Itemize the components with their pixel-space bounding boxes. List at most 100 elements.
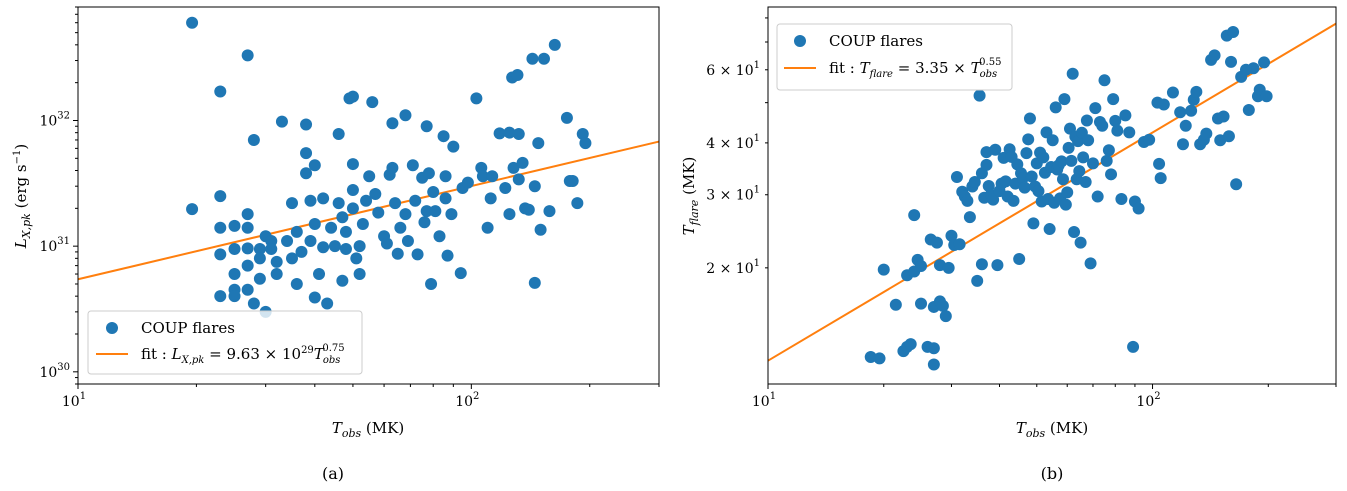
- chart-a-data-point: [228, 290, 241, 303]
- chart-b-data-point: [1049, 101, 1062, 114]
- chart-b-data-point: [973, 89, 986, 102]
- chart-b-data-point: [915, 297, 928, 310]
- chart-a-data-point: [300, 118, 313, 131]
- chart-a-y-tick-label: 1031: [39, 236, 70, 255]
- chart-b-data-point: [1225, 55, 1238, 68]
- chart-a-data-point: [290, 225, 303, 238]
- chart-a-data-point: [437, 130, 450, 143]
- chart-b-data-point: [1086, 157, 1099, 170]
- chart-a-data-point: [325, 221, 338, 234]
- chart-a-data-point: [308, 218, 321, 231]
- chart-a-data-point: [281, 234, 294, 247]
- chart-b-data-point: [963, 211, 976, 224]
- chart-b-data-point: [1105, 168, 1118, 181]
- chart-b-data-point: [968, 175, 981, 188]
- chart-b-data-point: [1025, 170, 1038, 183]
- chart-a-y-ticks: 1030 1031 1032: [39, 6, 78, 385]
- chart-b-data-point: [1119, 109, 1132, 122]
- chart-a-data-point: [369, 188, 382, 201]
- chart-a-data-point: [537, 52, 550, 65]
- chart-b-data-point: [1179, 119, 1192, 132]
- chart-b-data-point: [1157, 98, 1170, 111]
- chart-b-data-point: [1037, 151, 1050, 164]
- chart-a-data-point: [214, 85, 227, 98]
- chart-b-data-point: [1239, 63, 1252, 76]
- chart-b-data-point: [1154, 172, 1167, 185]
- chart-a-data-point: [346, 183, 359, 196]
- chart-a-y-tick-label: 1030: [39, 362, 70, 381]
- chart-a-data-point: [476, 170, 489, 183]
- chart-b-data-point: [1132, 202, 1145, 215]
- chart-a-data-point: [214, 190, 227, 203]
- chart-a-data-point: [511, 69, 524, 82]
- chart-a-data-point: [247, 133, 260, 146]
- chart-a-data-point: [346, 90, 359, 103]
- chart-b-data-point: [1056, 173, 1069, 186]
- chart-b-caption: (b): [1041, 464, 1064, 483]
- chart-b-frame: [767, 6, 1337, 385]
- chart-a-data-point: [386, 117, 399, 130]
- chart-b-data-point: [1260, 90, 1273, 103]
- chart-a-data-point: [526, 52, 539, 65]
- chart-a-data-point: [228, 242, 241, 255]
- chart-a-legend-box: [87, 310, 363, 375]
- chart-a-data-point: [308, 291, 321, 304]
- chart-b-data-point: [1217, 110, 1230, 123]
- chart-b-data-point: [991, 259, 1004, 272]
- chart-b-data-point: [930, 236, 943, 249]
- chart-a-data-point: [548, 38, 561, 51]
- chart-a-data-point: [253, 272, 266, 285]
- chart-a-data-point: [350, 252, 363, 265]
- chart-a-data-point: [300, 147, 313, 160]
- chart-a-data-point: [406, 159, 419, 172]
- chart-b-data-point: [1020, 147, 1033, 160]
- chart-a-data-point: [418, 216, 431, 229]
- chart-a-data-point: [484, 192, 497, 205]
- chart-b-data-point: [1084, 257, 1097, 270]
- chart-b-data-point: [936, 299, 949, 312]
- chart-b-y-label: Tflare (MK): [680, 157, 701, 236]
- chart-a-data-point: [470, 92, 483, 105]
- chart-a-data-point: [486, 170, 499, 183]
- chart-b-data-point: [1230, 178, 1243, 191]
- chart-b-data-point: [1055, 155, 1068, 168]
- chart-b-data-point: [1013, 253, 1026, 266]
- chart-b-x-label: Tobs (MK): [1016, 419, 1088, 440]
- chart-b-data-point: [999, 175, 1012, 188]
- chart-b-x-tick-label: 102: [1136, 391, 1160, 410]
- chart-b-data-point: [1174, 106, 1187, 119]
- chart-b-data-point: [1190, 85, 1203, 98]
- chart-a-data-point: [522, 203, 535, 216]
- chart-a-data-point: [228, 268, 241, 281]
- chart-a-data-point: [576, 128, 589, 141]
- chart-a-data-point: [516, 156, 529, 169]
- chart-b-data-point: [1079, 175, 1092, 188]
- chart-b-data-point: [1111, 124, 1124, 137]
- chart-a-data-point: [366, 96, 379, 109]
- chart-b-data-point: [1091, 190, 1104, 203]
- chart-a-data-point: [425, 277, 438, 290]
- chart-a-legend-label-coup: COUP flares: [141, 319, 235, 337]
- chart-b-data-point: [1089, 102, 1102, 115]
- chart-a-data-point: [445, 208, 458, 221]
- chart-a-data-point: [304, 234, 317, 247]
- chart-a-data-point: [332, 197, 345, 210]
- chart-b-data-point: [1115, 193, 1128, 206]
- chart-a-data-point: [186, 203, 199, 216]
- chart-a-data-point: [560, 111, 573, 124]
- chart-b-data-point: [1043, 223, 1056, 236]
- chart-a-data-point: [228, 219, 241, 232]
- chart-b-data-point: [1242, 104, 1255, 117]
- chart-b-data-point: [1061, 186, 1074, 199]
- chart-a-data-point: [356, 218, 369, 231]
- chart-a-data-point: [270, 268, 283, 281]
- chart-a-data-point: [353, 268, 366, 281]
- chart-a-data-point: [503, 208, 516, 221]
- chart-a-data-point: [447, 140, 460, 153]
- chart-b-data-point: [1176, 138, 1189, 151]
- chart-b-data-point: [1062, 141, 1075, 154]
- chart-a-data-point: [339, 225, 352, 238]
- chart-b-legend: COUP flares fit : Tflare = 3.35 × Tobs0.…: [776, 23, 1013, 91]
- chart-b-data-point: [950, 171, 963, 184]
- chart-b-y-ticks: 2 × 101 3 × 101 4 × 101 6 × 101: [706, 17, 768, 277]
